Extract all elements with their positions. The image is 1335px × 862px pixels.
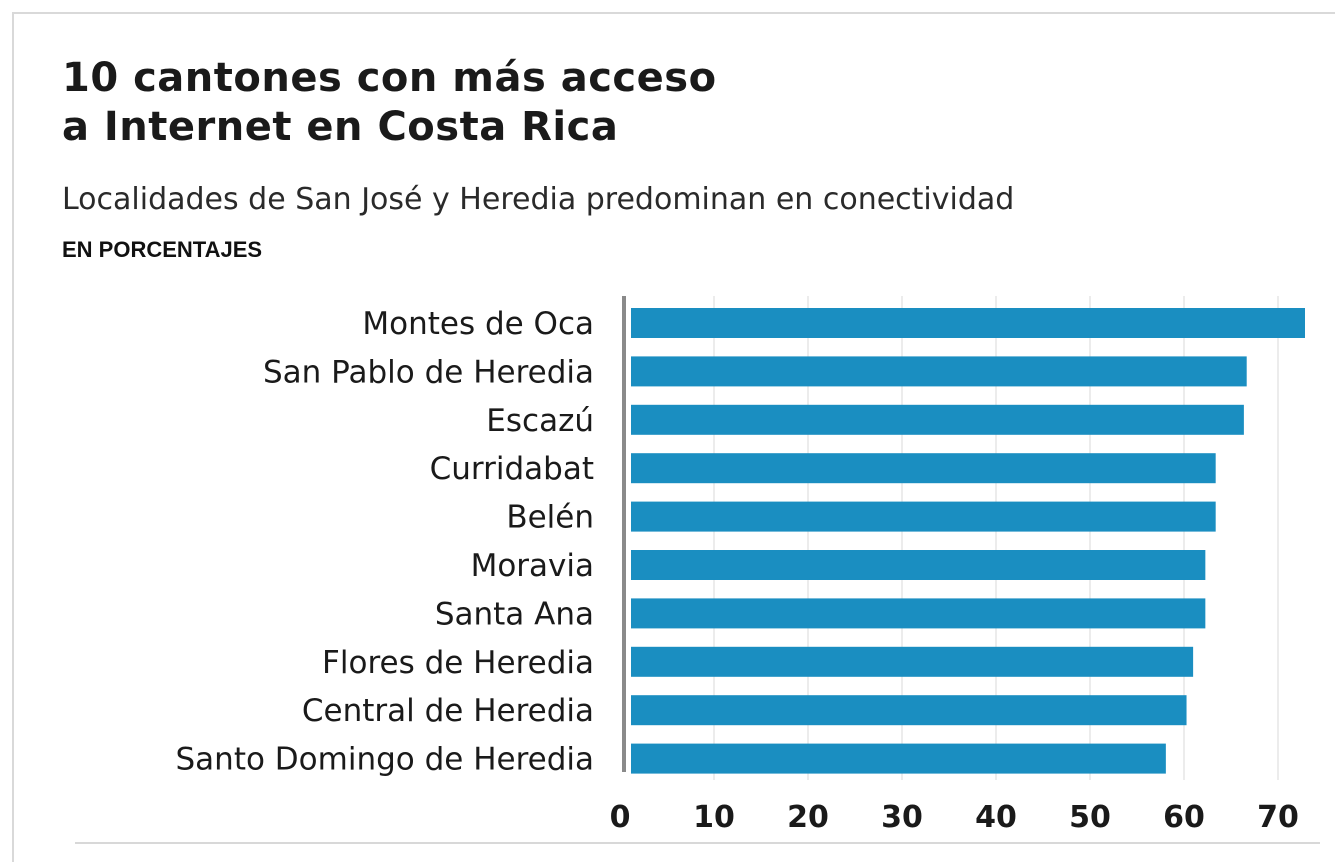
x-tick-label: 10	[693, 800, 735, 835]
category-label: Moravia	[471, 548, 594, 584]
bar	[631, 308, 1305, 338]
x-tick-label: 40	[975, 800, 1017, 835]
category-label: Flores de Heredia	[322, 645, 594, 681]
bar	[631, 646, 1194, 677]
x-tick-label: 70	[1257, 800, 1299, 835]
chart-subtitle: Localidades de San José y Heredia predom…	[62, 182, 1015, 217]
x-tick-label: 30	[881, 800, 923, 835]
x-tick-label: 50	[1069, 800, 1111, 835]
bar	[631, 453, 1216, 484]
bar	[631, 404, 1244, 435]
category-label: Montes de Oca	[362, 306, 594, 342]
bar	[631, 743, 1166, 774]
category-label: Central de Heredia	[302, 693, 594, 729]
category-label: Belén	[506, 500, 594, 536]
bar	[631, 550, 1206, 580]
chart-title-line-1: 10 cantones con más acceso	[62, 55, 717, 101]
chart-title-line-2: a Internet en Costa Rica	[62, 104, 619, 150]
bar	[631, 695, 1187, 726]
chart-frame	[12, 12, 1335, 862]
chart-title: 10 cantones con más acceso a Internet en…	[62, 54, 717, 152]
category-label: Santo Domingo de Heredia	[176, 742, 595, 778]
bar	[631, 598, 1206, 629]
category-label: Santa Ana	[435, 596, 594, 632]
x-tick-label: 0	[610, 800, 631, 835]
category-label: San Pablo de Heredia	[263, 354, 594, 390]
units-label: EN PORCENTAJES	[62, 237, 263, 262]
category-label: Escazú	[486, 403, 594, 439]
bar	[631, 501, 1216, 532]
category-label: Curridabat	[430, 451, 594, 487]
bar	[631, 356, 1247, 387]
x-tick-label: 20	[787, 800, 829, 835]
x-tick-label: 60	[1163, 800, 1205, 835]
